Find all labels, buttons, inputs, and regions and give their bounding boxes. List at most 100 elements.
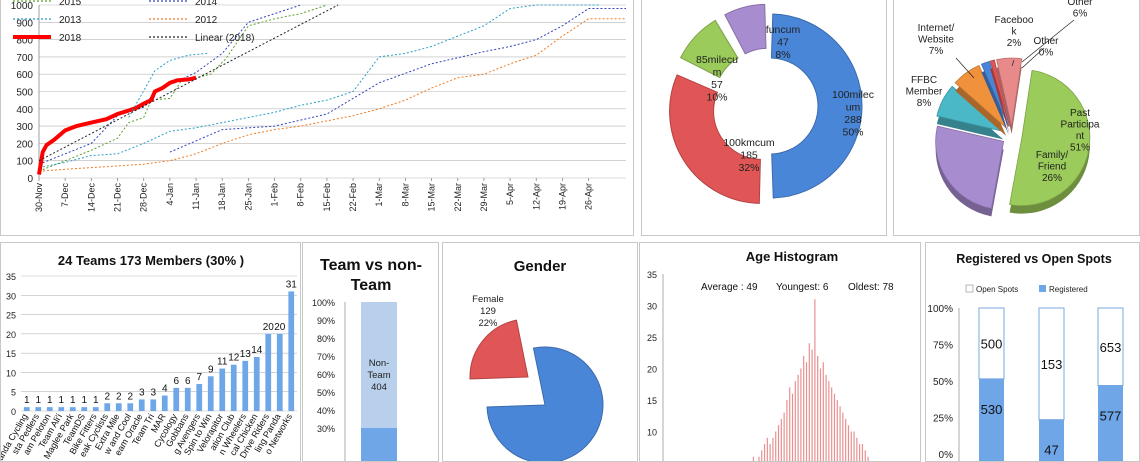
donut-label-100kmcum: 32% (738, 162, 759, 174)
bar-value-label: 31 (286, 279, 298, 290)
pie-label: k (1012, 27, 1018, 38)
donut-label-100milecum: 100milec (832, 89, 874, 101)
y-tick-label: 300 (16, 122, 33, 133)
bar-team (361, 428, 397, 462)
bar (93, 407, 99, 411)
legend-label: 2018 (59, 33, 82, 44)
y-tick-label: 50% (317, 388, 335, 398)
age-histogram-svg: Age Histogram Average : 49 Youngest: 6 Olde… (640, 243, 921, 462)
distance-donut-chart: 100milec um 288 50% 100kmcum 185 32% 85milecu m 5… (641, 0, 887, 236)
bar (254, 357, 260, 411)
bar-value-label: 20 (274, 322, 286, 333)
registrations-line-svg: 0 100 200 300 400 500 600 700 800 900 1000 30-Nov 7-… (1, 0, 634, 236)
series-line-2012 (39, 19, 626, 171)
bar-value-label: 12 (228, 353, 240, 364)
pie-label: 51% (1070, 143, 1090, 154)
gender-pie-svg: GenderFemale12922% (443, 243, 638, 462)
donut-label-85milecum: 57 (711, 79, 723, 91)
y-tick-label: 15 (6, 349, 16, 359)
bar-value-label: 2 (116, 391, 122, 402)
x-tick-label: 26-Apr (584, 183, 594, 210)
chart-title: Team vs non- (320, 257, 422, 274)
x-tick-label: 8-Mar (400, 183, 410, 207)
bar-label: Team (367, 370, 390, 381)
bar-value-label: 2 (127, 391, 133, 402)
registered-value-label: 47 (1044, 443, 1058, 458)
donut-label-100kmcum: 185 (740, 150, 758, 162)
y-tick-label: 10 (6, 368, 16, 378)
y-tick-label: 400 (16, 105, 33, 116)
stat-youngest: Youngest: 6 (776, 282, 829, 293)
bar-value-label: 11 (217, 357, 228, 368)
bar-value-label: 13 (240, 349, 252, 360)
x-tick-label: 29-Mar (479, 183, 489, 212)
source-pie-svg: PastParticipant51%Family/Friend26%FFBCMe… (894, 0, 1140, 236)
x-tick-label: 4-Jan (165, 183, 175, 206)
bar-value-label: 3 (150, 387, 156, 398)
pie-label: Internet/ (918, 23, 955, 34)
bar-value-label: 20 (263, 322, 275, 333)
open-value-label: 500 (981, 336, 1003, 351)
pie-label: 26% (1042, 173, 1062, 184)
bar (58, 407, 64, 411)
x-tick-label: 21-Dec (113, 183, 123, 213)
chart-title: Age Histogram (746, 249, 838, 264)
y-tick-label: 90% (317, 316, 335, 326)
donut-label-85milecum: 10% (706, 92, 727, 104)
y-tick-label: 25 (6, 311, 16, 321)
bar (242, 361, 248, 411)
x-tick-label: 15-Mar (427, 183, 437, 212)
y-tick-label: 900 (16, 18, 33, 29)
series-line-2014-late (170, 9, 626, 153)
registered-vs-open-svg: Registered vs Open SpotsOpen Spots Regist… (926, 243, 1140, 462)
y-tick-label: 25 (647, 333, 657, 343)
legend-swatch (1039, 285, 1046, 292)
gender-label-female: 22% (478, 318, 498, 329)
x-tick-label: 1-Mar (374, 183, 384, 207)
legend-label: Open Spots (976, 285, 1018, 294)
registrations-line-chart: 0 100 200 300 400 500 600 700 800 900 1000 30-Nov 7-… (0, 0, 634, 236)
pie-label: 0% (1039, 48, 1054, 59)
x-tick-label: 15-Feb (322, 183, 332, 212)
bar (185, 388, 191, 411)
source-pie-chart: Past Participa nt 51% Family/Friend 26% FFBC Me… (893, 0, 1140, 236)
x-tick-label: 18-Jan (217, 183, 227, 211)
x-tick-label: 25-Jan (243, 183, 253, 211)
y-tick-label: 1000 (11, 1, 34, 12)
teams-bar-chart: 24 Teams 173 Members (30% ) 0 5 10 15 20 25 30 3… (0, 242, 301, 462)
x-tick-label: 1-Feb (270, 183, 280, 207)
series-line-2015 (39, 5, 327, 171)
x-tick-label: 22-Mar (453, 183, 463, 212)
y-tick-label: 500 (16, 88, 33, 99)
bar (162, 396, 168, 411)
pie-label: 6% (1073, 9, 1088, 20)
bar (219, 369, 225, 411)
pie-label: Family/ (1036, 150, 1068, 161)
bar-value-label: 1 (24, 395, 30, 406)
bar-value-label: 4 (162, 384, 168, 395)
bar (35, 407, 41, 411)
x-tick-label: 14-Dec (86, 183, 96, 213)
donut-label-funcum: funcum (766, 24, 801, 36)
team-vs-nonteam-svg: Team vs non- Team 100% 90% 80% 70% 60% 50% 40% 30… (303, 243, 439, 462)
pie-label: 7% (929, 46, 944, 57)
legend-label: Registered (1049, 285, 1088, 294)
legend-label: 2014 (195, 0, 218, 8)
y-tick-label: 35 (6, 272, 16, 282)
y-tick-label: 25% (933, 414, 953, 425)
donut-label-100milecum: 50% (842, 127, 863, 139)
pie-label: Participa (1061, 120, 1100, 131)
bar-registered (979, 379, 1004, 462)
y-tick-label: 100% (927, 304, 953, 315)
pie-label: nt (1076, 131, 1085, 142)
y-tick-label: 70% (317, 352, 335, 362)
donut-label-100milecum: um (846, 102, 861, 114)
bar-value-label: 14 (251, 345, 263, 356)
y-tick-label: 30 (647, 302, 657, 312)
donut-label-funcum: 47 (777, 37, 789, 49)
y-tick-label: 80% (317, 334, 335, 344)
donut-label-85milecum: m (713, 67, 722, 79)
bar (47, 407, 53, 411)
y-tick-label: 20 (647, 365, 657, 375)
bar-label: 404 (371, 382, 387, 393)
